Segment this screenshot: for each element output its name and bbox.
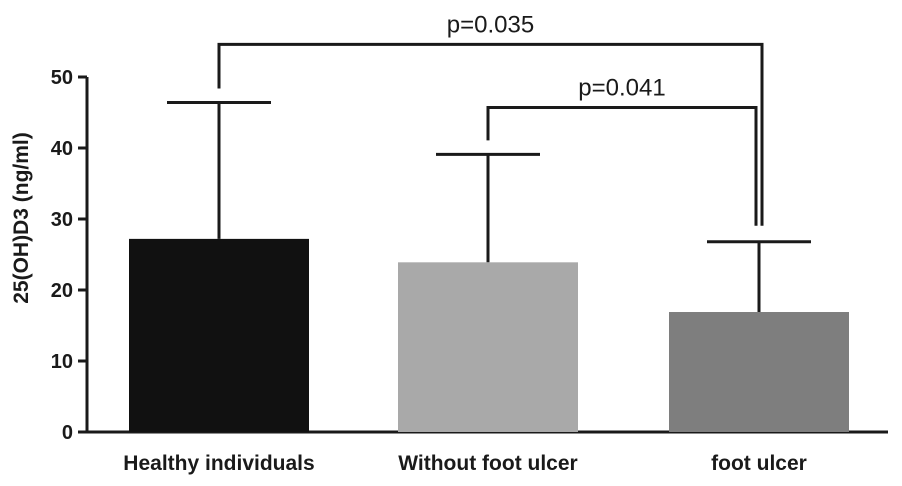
category-label: foot ulcer [711, 452, 807, 475]
bar-layer [129, 238, 849, 432]
y-tick-label: 50 [51, 67, 73, 89]
y-tick-label: 40 [51, 138, 73, 160]
p-value-label: p=0.035 [447, 11, 534, 38]
bar [129, 238, 309, 432]
bar [398, 262, 578, 432]
p-value-label: p=0.041 [578, 75, 665, 102]
error-bar-layer [167, 101, 811, 313]
y-tick-label: 30 [51, 209, 73, 231]
y-axis-title: 25(OH)D3 (ng/ml) [10, 132, 33, 304]
category-label: Without foot ulcer [398, 452, 577, 475]
significance-layer: p=0.035 p=0.041 [217, 11, 764, 226]
y-tick-label: 10 [51, 351, 73, 373]
y-tick-label: 20 [51, 280, 73, 302]
significance-bracket [217, 42, 764, 226]
category-label: Healthy individuals [123, 452, 314, 475]
label-layer: Healthy individuals Without foot ulcer foo… [123, 452, 807, 475]
y-tick-label: 0 [62, 422, 73, 444]
bar [669, 312, 849, 432]
significance-bracket [486, 106, 758, 226]
